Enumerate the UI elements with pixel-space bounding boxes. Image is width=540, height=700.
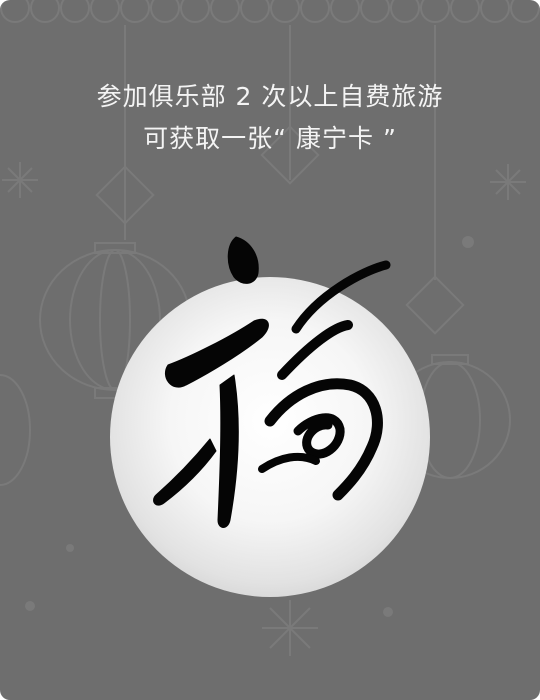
snowflake-icon xyxy=(2,162,526,656)
fu-calligraphy-icon xyxy=(153,236,391,528)
headline-line-1: 参加俱乐部 2 次以上自费旅游 xyxy=(96,82,444,111)
coin-icon xyxy=(0,0,540,23)
promo-headline: 参加俱乐部 2 次以上自费旅游 可获取一张“ 康宁卡 ” xyxy=(0,76,540,160)
headline-line-2: 可获取一张“ 康宁卡 ” xyxy=(143,124,397,153)
lantern-icon xyxy=(0,374,31,486)
chinese-knot-icon xyxy=(95,125,465,335)
